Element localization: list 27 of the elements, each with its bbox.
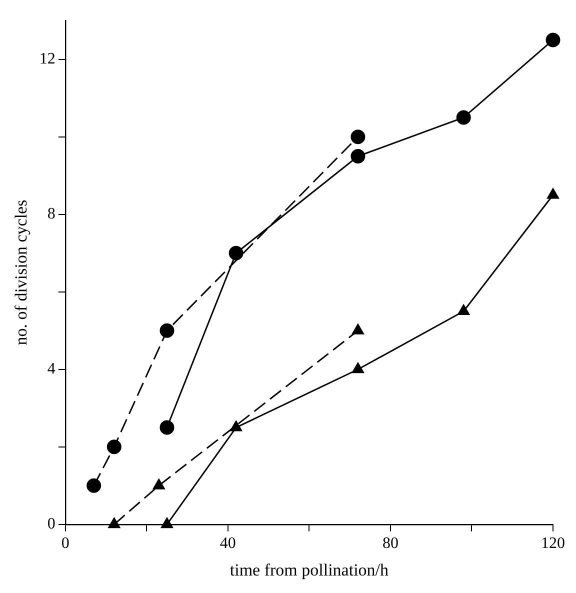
point [228, 246, 244, 260]
point [350, 148, 366, 164]
point [230, 420, 242, 432]
point [161, 518, 173, 528]
point [152, 478, 165, 490]
y-tick-label: 4 [47, 360, 56, 378]
y-axis-title: no. of division cycles [12, 200, 31, 346]
point [352, 324, 364, 334]
point [352, 362, 364, 374]
point [160, 420, 174, 435]
point [458, 304, 470, 316]
x-tick-label: 120 [541, 535, 565, 552]
point [86, 478, 102, 493]
x-axis-title: time from pollination/h [230, 560, 390, 580]
point [547, 188, 559, 199]
point [160, 323, 174, 338]
point [456, 110, 471, 125]
x-tick-label: 80 [382, 535, 398, 552]
point [108, 518, 120, 528]
point [546, 32, 560, 48]
point [106, 440, 122, 454]
y-tick-label: 8 [47, 206, 56, 223]
y-tick-label: 0 [47, 516, 56, 533]
x-tick-label: 40 [220, 535, 236, 552]
y-tick-label: 12 [39, 50, 56, 68]
point [350, 130, 366, 144]
x-tick-label: 0 [61, 535, 70, 552]
